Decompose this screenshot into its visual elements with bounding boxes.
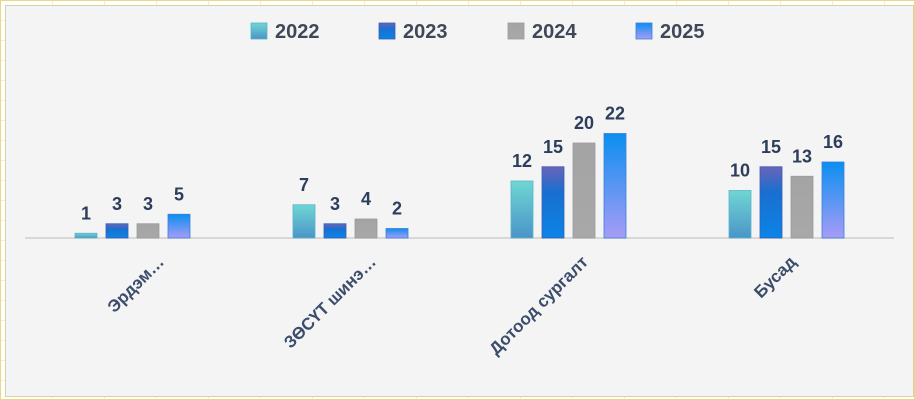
bar-2025-2 bbox=[385, 228, 409, 239]
bar-2024-3 bbox=[572, 142, 596, 239]
bars-group bbox=[74, 133, 845, 239]
legend-label-2023: 2023 bbox=[403, 21, 448, 43]
value-label-2024-1: 3 bbox=[143, 194, 153, 214]
category-label-4: Бусад bbox=[750, 252, 800, 302]
bar-2022-2 bbox=[292, 204, 316, 239]
legend-label-2024: 2024 bbox=[532, 21, 577, 43]
bar-2025-3 bbox=[603, 133, 627, 239]
value-label-2023-3: 15 bbox=[543, 137, 563, 157]
value-label-2022-2: 7 bbox=[299, 175, 309, 195]
bar-2025-4 bbox=[821, 161, 845, 239]
category-label-3: Дотоод сургалт bbox=[486, 252, 592, 358]
value-label-2024-4: 13 bbox=[792, 146, 812, 166]
category-label-2: ЗӨСҮТ шинэ… bbox=[280, 252, 380, 352]
legend-swatch-2023 bbox=[378, 22, 396, 40]
bar-2024-1 bbox=[136, 223, 160, 239]
value-label-2022-3: 12 bbox=[512, 151, 532, 171]
value-label-2025-4: 16 bbox=[823, 132, 843, 152]
bar-2023-4 bbox=[759, 166, 783, 239]
legend: 2022 2023 2024 2025 bbox=[250, 21, 705, 43]
legend-label-2025: 2025 bbox=[660, 21, 705, 43]
category-labels-group: Эрдэм… ЗӨСҮТ шинэ… Дотоод сургалт Бусад bbox=[104, 252, 800, 358]
bar-2022-4 bbox=[728, 190, 752, 239]
bar-2024-2 bbox=[354, 218, 378, 239]
value-label-2023-2: 3 bbox=[330, 194, 340, 214]
value-label-2024-3: 20 bbox=[574, 113, 594, 133]
bar-2024-4 bbox=[790, 175, 814, 239]
value-label-2023-1: 3 bbox=[112, 194, 122, 214]
value-label-2022-1: 1 bbox=[81, 203, 91, 223]
bar-2023-1 bbox=[105, 223, 129, 239]
legend-swatch-2024 bbox=[507, 22, 525, 40]
bar-2023-2 bbox=[323, 223, 347, 239]
value-label-2024-2: 4 bbox=[361, 189, 371, 209]
value-label-2025-1: 5 bbox=[174, 184, 184, 204]
category-label-1: Эрдэм… bbox=[104, 252, 168, 316]
legend-swatch-2022 bbox=[250, 22, 268, 40]
bar-2022-3 bbox=[510, 180, 534, 239]
value-label-2023-4: 15 bbox=[761, 137, 781, 157]
legend-swatch-2025 bbox=[635, 22, 653, 40]
bar-2022-1 bbox=[74, 232, 98, 239]
value-label-2025-2: 2 bbox=[392, 199, 402, 219]
legend-label-2022: 2022 bbox=[275, 21, 320, 43]
bar-2025-1 bbox=[167, 213, 191, 239]
value-label-2025-3: 22 bbox=[605, 104, 625, 124]
bar-2023-3 bbox=[541, 166, 565, 239]
value-label-2022-4: 10 bbox=[730, 161, 750, 181]
